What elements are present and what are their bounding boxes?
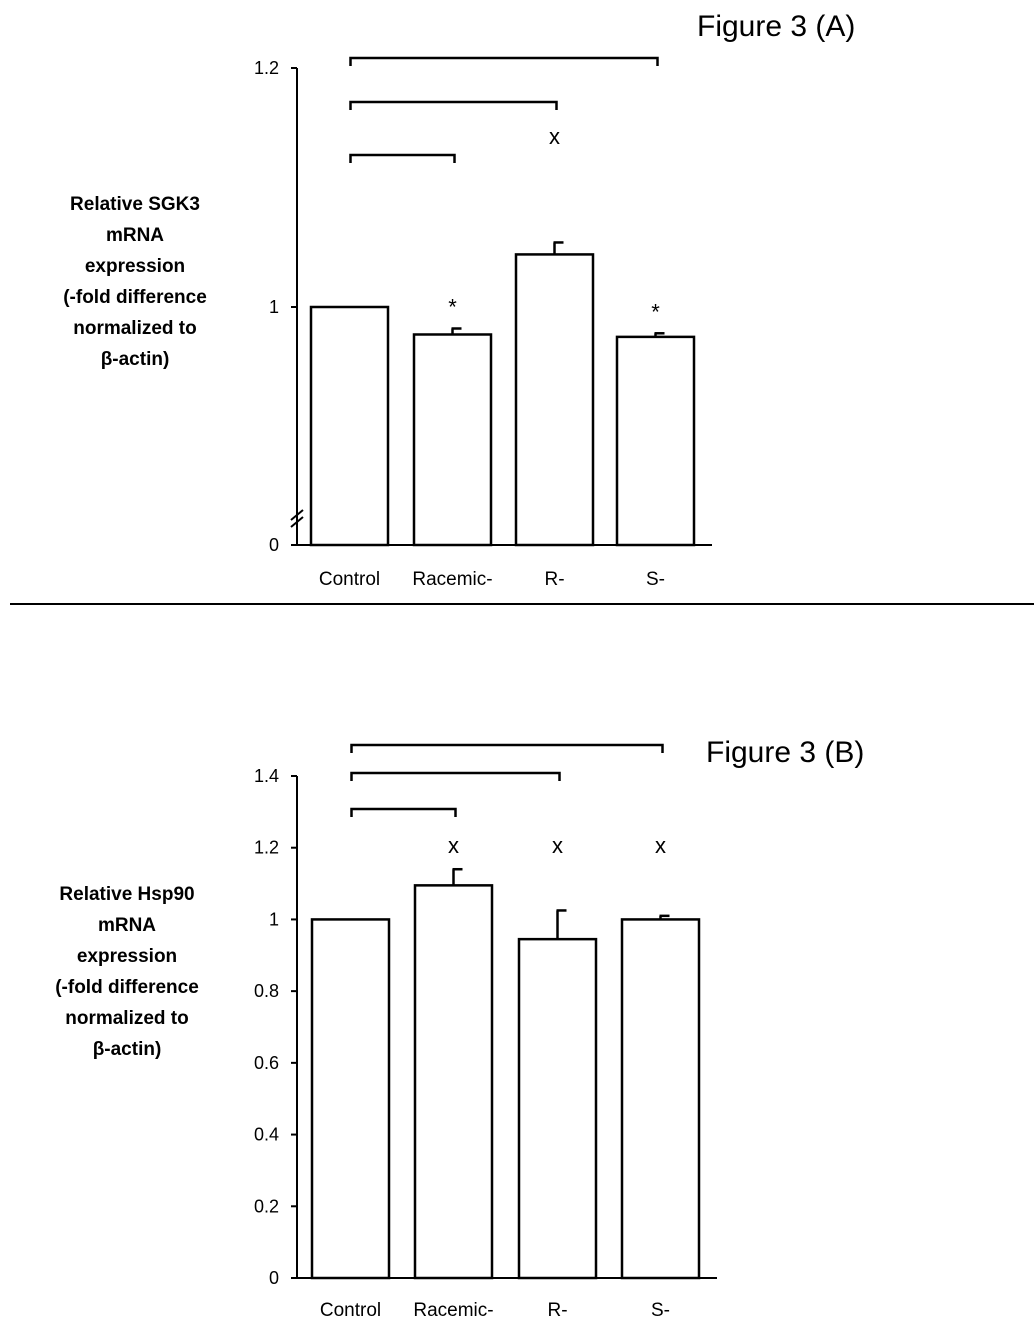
bar-racemic: [412, 333, 493, 547]
y-tick-label: 1.4: [254, 766, 279, 786]
y-axis-label-line: normalized to: [73, 318, 197, 339]
comparison-bracket: [349, 153, 456, 163]
y-axis-label-line: (-fold difference: [55, 977, 199, 998]
comparison-bracket: [350, 743, 664, 753]
bar-control: [309, 305, 390, 547]
x-tick-label: R-: [544, 569, 564, 590]
y-tick-label: 0.8: [254, 981, 279, 1001]
significance-mark: x: [549, 124, 560, 149]
y-tick-label: 0: [269, 1268, 279, 1288]
comparison-bracket: [350, 771, 561, 781]
x-tick-label: Racemic-: [412, 569, 492, 590]
y-axis-label-line: β-actin): [93, 1039, 162, 1060]
y-axis-label-line: Relative Hsp90: [59, 884, 194, 905]
y-axis-label-line: mRNA: [98, 915, 156, 936]
y-axis-label-line: Relative SGK3: [70, 194, 200, 215]
y-axis-label-line: β-actin): [101, 349, 170, 370]
x-tick-label: R-: [547, 1300, 567, 1321]
chart-panel-a: Figure 3 (A) Relative SGK3 mRNA expression (…: [63, 10, 855, 590]
y-axis-label-line: expression: [77, 946, 177, 967]
bar-r: [517, 937, 598, 1280]
bar-s: [615, 335, 696, 547]
comparison-bracket: [349, 56, 659, 66]
y-axis-label-line: normalized to: [65, 1008, 189, 1029]
axis-break-mark: [290, 509, 304, 521]
y-tick-label: 1: [269, 297, 279, 317]
bar-r: [514, 253, 595, 547]
bar-s: [620, 918, 701, 1280]
comparison-bracket: [350, 807, 457, 817]
y-axis-label-line: mRNA: [106, 225, 164, 246]
x-tick-label: S-: [651, 1300, 670, 1321]
bar-control: [310, 918, 391, 1280]
significance-mark: *: [448, 295, 457, 320]
significance-mark: x: [655, 833, 666, 858]
y-tick-label: 0.6: [254, 1053, 279, 1073]
y-axis-label-line: expression: [85, 256, 185, 277]
x-tick-label: S-: [646, 569, 665, 590]
significance-mark: *: [651, 299, 660, 324]
x-tick-label: Racemic-: [413, 1300, 493, 1321]
y-tick-label: 0.2: [254, 1196, 279, 1216]
bar-racemic: [413, 884, 494, 1280]
axis-break-mark: [290, 516, 304, 528]
y-tick-label: 1.2: [254, 838, 279, 858]
x-tick-label: Control: [320, 1300, 381, 1321]
chart-title: Figure 3 (A): [697, 10, 855, 43]
y-tick-label: 0: [269, 535, 279, 555]
chart-title: Figure 3 (B): [706, 736, 864, 769]
significance-mark: x: [448, 833, 459, 858]
y-axis-label-line: (-fold difference: [63, 287, 207, 308]
y-tick-label: 1.2: [254, 58, 279, 78]
y-tick-label: 1: [269, 909, 279, 929]
comparison-bracket: [349, 100, 558, 110]
y-tick-label: 0.4: [254, 1125, 279, 1145]
significance-mark: x: [552, 833, 563, 858]
chart-panel-b: Figure 3 (B) Relative Hsp90 mRNA expression…: [55, 736, 864, 1321]
x-tick-label: Control: [319, 569, 380, 590]
